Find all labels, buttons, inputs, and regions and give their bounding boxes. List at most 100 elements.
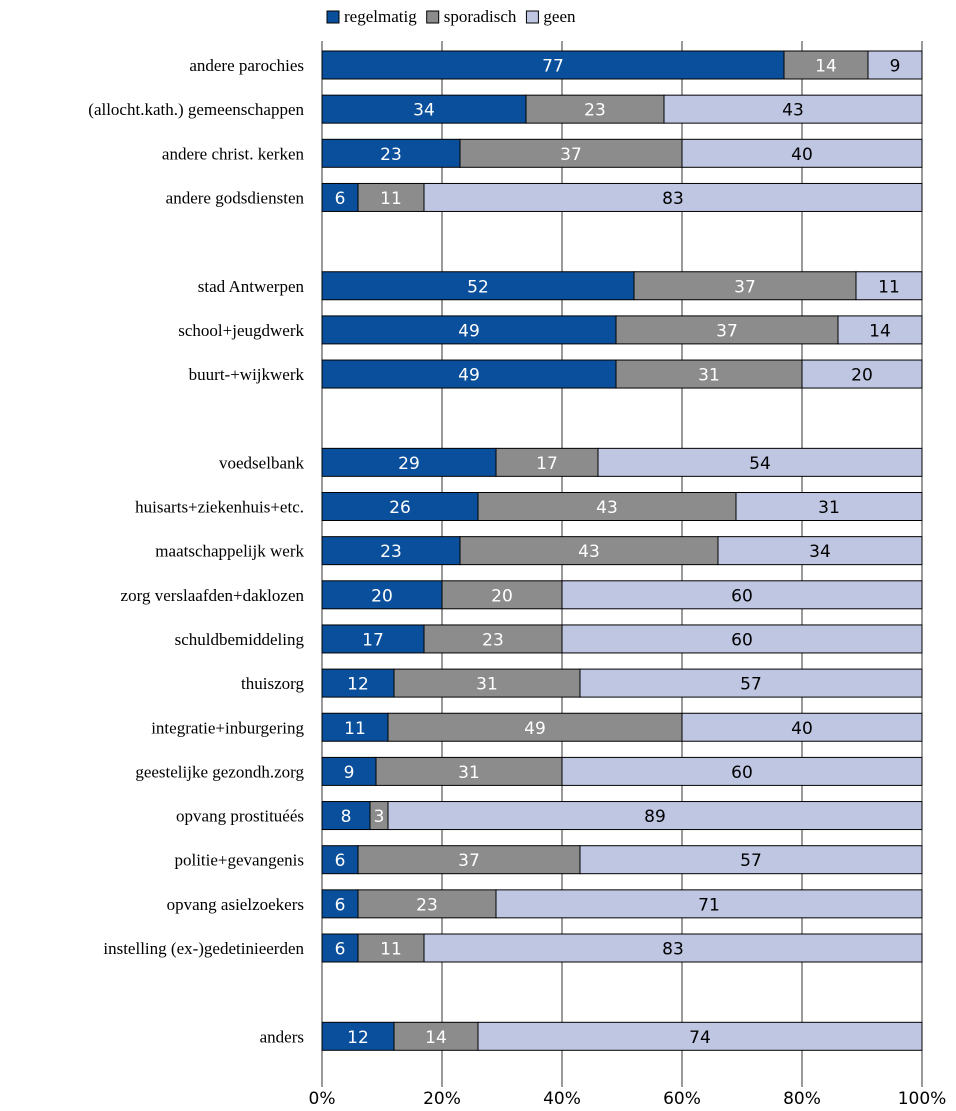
category-label: schuldbemiddeling: [175, 630, 305, 649]
x-tick-label: 80%: [783, 1089, 821, 1109]
category-labels: andere parochies (allocht.kath.) gemeensc…: [88, 56, 304, 1046]
data-label: 23: [416, 895, 438, 915]
category-label: (allocht.kath.) gemeenschappen: [88, 100, 304, 119]
x-tick-label: 20%: [423, 1089, 461, 1109]
data-label: 8: [341, 807, 352, 827]
bar-sporadisch: [615, 315, 839, 345]
data-label: 37: [734, 277, 756, 297]
bar-sporadisch: [357, 933, 425, 963]
bar-geen: [477, 1021, 923, 1051]
data-label: 60: [731, 586, 753, 606]
data-label: 31: [458, 763, 480, 783]
legend-label-geen: geen: [543, 7, 576, 26]
data-label: 17: [362, 630, 384, 650]
bar-regelmatig: [321, 50, 785, 80]
data-label: 23: [380, 145, 402, 165]
bar-geen: [855, 271, 923, 301]
data-label: 14: [815, 57, 837, 77]
bar-sporadisch: [495, 447, 599, 477]
data-label: 49: [524, 719, 546, 739]
category-label: politie+gevangenis: [174, 851, 304, 870]
data-label: 77: [542, 57, 564, 77]
bar-geen: [681, 138, 923, 168]
data-label: 6: [335, 189, 346, 209]
data-label: 37: [458, 851, 480, 871]
data-label: 37: [716, 321, 738, 341]
category-label: integratie+inburgering: [151, 718, 304, 737]
legend-label-regelmatig: regelmatig: [344, 7, 417, 26]
bar-geen: [561, 580, 923, 610]
data-label: 12: [347, 675, 369, 695]
data-label: 34: [809, 542, 831, 562]
bar-sporadisch: [441, 580, 563, 610]
bar-geen: [801, 359, 923, 389]
bar-sporadisch: [357, 182, 425, 212]
data-label: 6: [335, 940, 346, 960]
data-label: 37: [560, 145, 582, 165]
bar-geen: [561, 756, 923, 786]
category-label: voedselbank: [219, 453, 304, 472]
bar-regelmatig: [321, 889, 359, 919]
data-label: 9: [890, 57, 901, 77]
bar-sporadisch: [423, 624, 563, 654]
category-label: instelling (ex-)gedetinieerden: [103, 939, 304, 958]
data-label: 60: [731, 630, 753, 650]
bar-regelmatig: [321, 271, 635, 301]
data-label: 31: [698, 366, 720, 386]
bar-geen: [387, 801, 923, 831]
bar-sporadisch: [459, 536, 719, 566]
data-label: 40: [791, 145, 813, 165]
data-label: 43: [578, 542, 600, 562]
data-label: 83: [662, 940, 684, 960]
x-tick-label: 60%: [663, 1089, 701, 1109]
bar-sporadisch: [633, 271, 857, 301]
data-label: 89: [644, 807, 666, 827]
x-tick-label: 100%: [898, 1089, 947, 1109]
data-label: 23: [380, 542, 402, 562]
data-label: 11: [878, 277, 900, 297]
bar-geen: [663, 94, 923, 124]
data-label: 34: [413, 101, 435, 121]
category-label: opvang prostituéés: [176, 807, 304, 826]
data-label: 40: [791, 719, 813, 739]
data-label: 57: [740, 675, 762, 695]
bar-sporadisch: [459, 138, 683, 168]
data-label: 14: [869, 321, 891, 341]
bar-geen: [681, 712, 923, 742]
x-tick-label: 40%: [543, 1089, 581, 1109]
bar-geen: [495, 889, 923, 919]
category-label: opvang asielzoekers: [167, 895, 304, 914]
data-label: 83: [662, 189, 684, 209]
bar-sporadisch: [357, 889, 497, 919]
legend-swatch-regelmatig: [326, 10, 340, 24]
data-label: 43: [596, 498, 618, 518]
bar-regelmatig: [321, 1021, 395, 1051]
bar-geen: [423, 933, 923, 963]
legend-swatch-sporadisch: [426, 10, 440, 24]
bar-geen: [735, 492, 923, 521]
data-label: 74: [689, 1028, 711, 1048]
bar-regelmatig: [321, 580, 443, 610]
data-label: 71: [698, 895, 720, 915]
bar-regelmatig: [321, 668, 395, 698]
data-label: 52: [467, 277, 489, 297]
data-label: 3: [374, 807, 385, 827]
bar-regelmatig: [321, 845, 359, 875]
data-label: 11: [380, 940, 402, 960]
data-label: 54: [749, 454, 771, 474]
category-label: andere parochies: [189, 56, 304, 75]
category-label: thuiszorg: [241, 674, 304, 693]
data-label: 43: [782, 101, 804, 121]
data-label: 49: [458, 321, 480, 341]
bar-regelmatig: [321, 712, 389, 742]
category-label: andere godsdiensten: [166, 188, 305, 207]
bar-geen: [561, 624, 923, 654]
data-label: 60: [731, 763, 753, 783]
data-label: 31: [818, 498, 840, 518]
bar-regelmatig: [321, 182, 359, 212]
bar-geen: [837, 315, 923, 345]
bar-regelmatig: [321, 756, 377, 786]
data-label: 57: [740, 851, 762, 871]
category-label: geestelijke gezondh.zorg: [135, 762, 304, 781]
